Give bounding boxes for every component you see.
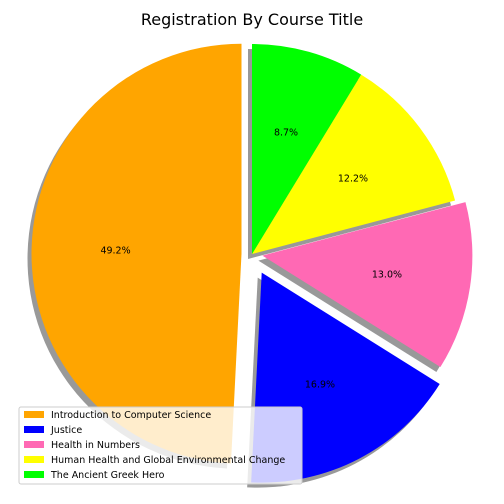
legend-label-justice: Justice xyxy=(50,425,82,436)
legend-label-human-health-and-global-environmental-change: Human Health and Global Environmental Ch… xyxy=(51,455,285,466)
slice-human-health-and-global-environmental-change xyxy=(252,74,456,254)
slice-introduction-to-computer-science xyxy=(31,43,242,464)
percent-label-health-in-numbers: 13.0% xyxy=(372,270,402,281)
legend-label-introduction-to-computer-science: Introduction to Computer Science xyxy=(51,410,211,421)
percent-labels: 49.2% 16.9% 13.0% 12.2% 8.7% xyxy=(100,128,402,391)
legend-box xyxy=(18,406,303,485)
legend-swatch-human-health-and-global-environmental-change xyxy=(24,456,44,463)
legend-label-health-in-numbers: Health in Numbers xyxy=(51,440,140,451)
legend-swatch-the-ancient-greek-hero xyxy=(24,471,44,478)
chart-title: Registration By Course Title xyxy=(141,10,363,29)
legend: Introduction to Computer Science Justice H… xyxy=(18,406,303,485)
percent-label-justice: 16.9% xyxy=(305,379,335,390)
percent-label-the-ancient-greek-hero: 8.7% xyxy=(274,128,298,139)
legend-swatch-introduction-to-computer-science xyxy=(24,411,44,418)
legend-items: Introduction to Computer Science Justice H… xyxy=(24,410,285,481)
slices xyxy=(31,43,473,483)
legend-swatch-health-in-numbers xyxy=(24,441,44,448)
slice-the-ancient-greek-hero xyxy=(252,44,362,254)
legend-swatch-justice xyxy=(24,426,44,433)
percent-label-introduction-to-computer-science: 49.2% xyxy=(100,246,130,257)
legend-label-the-ancient-greek-hero: The Ancient Greek Hero xyxy=(50,470,165,481)
slice-health-in-numbers xyxy=(262,202,473,367)
percent-label-human-health-and-global-environmental-change: 12.2% xyxy=(338,174,368,185)
